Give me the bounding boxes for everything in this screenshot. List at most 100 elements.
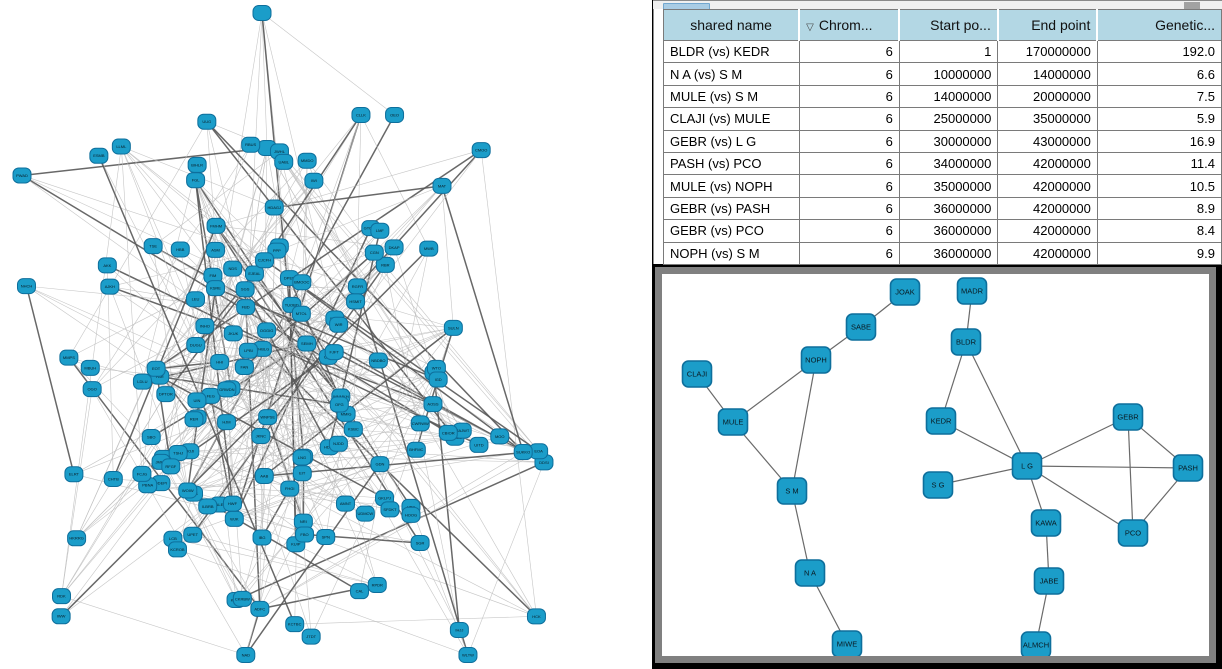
network-node-n-a[interactable]: N A [794, 559, 826, 587]
network-node-hairball-39[interactable]: RGFR [347, 278, 367, 295]
network-node-hairball-47[interactable]: BMOOC [292, 274, 312, 291]
network-node-hairball-90[interactable]: MBUH [80, 359, 100, 376]
network-node-hairball-141[interactable]: HDAGJ [264, 199, 284, 216]
network-node-hairball-133[interactable]: EOT [146, 360, 166, 377]
table-row[interactable]: N A (vs) S M 6 10000000 14000000 6.6 [663, 62, 1222, 86]
network-node-hairball-72[interactable]: IHJJ [449, 621, 469, 638]
network-node-hairball-121[interactable]: HBB [170, 241, 190, 258]
network-node-hairball-144[interactable]: CMOO [471, 142, 491, 159]
network-node-hairball-134[interactable]: INHO [195, 318, 215, 335]
network-node-kawa[interactable]: KAWA [1030, 509, 1062, 537]
network-node-hairball-76[interactable]: OGGIG [257, 322, 277, 339]
network-node-hairball-5[interactable]: FGL [186, 172, 206, 189]
network-node-hairball-111[interactable]: JKUK [223, 325, 243, 342]
network-node-hairball-0[interactable] [252, 5, 272, 21]
network-node-hairball-146[interactable]: ELRT [64, 466, 84, 483]
network-node-hairball-75[interactable]: DUGU [186, 337, 206, 354]
network-node-hairball-27[interactable]: WJK [224, 510, 244, 527]
network-node-hairball-100[interactable]: IGD [428, 371, 448, 388]
network-node-hairball-45[interactable]: LEU [186, 291, 206, 308]
network-node-noph[interactable]: NOPH [800, 346, 832, 374]
network-node-hairball-23[interactable]: KSBC [343, 421, 363, 438]
network-node-hairball-135[interactable]: HJM [217, 414, 237, 431]
network-node-hairball-21[interactable]: WNPSE [258, 409, 278, 426]
network-node-hairball-53[interactable]: EIT [292, 465, 312, 482]
network-node-hairball-55[interactable]: TSE [143, 238, 163, 255]
table-row[interactable]: GEBR (vs) PASH 6 36000000 42000000 8.9 [663, 196, 1222, 221]
table-row[interactable]: GEBR (vs) PCO 6 36000000 42000000 8.4 [663, 219, 1222, 243]
network-node-hairball-58[interactable]: NAD [236, 647, 256, 663]
network-node-hairball-126[interactable]: HHI [210, 353, 230, 370]
network-node-hairball-138[interactable]: LMF [370, 222, 390, 239]
network-node-hairball-132[interactable]: NJDD [328, 435, 348, 452]
network-node-mule[interactable]: MULE [717, 408, 749, 436]
table-row[interactable]: CLAJI (vs) MULE 6 25000000 35000000 5.9 [663, 107, 1222, 131]
network-node-hairball-7[interactable]: LLML [111, 138, 131, 155]
network-node-hairball-86[interactable]: UABL [274, 153, 294, 170]
network-node-hairball-92[interactable]: NHCH [16, 278, 36, 295]
network-node-hairball-30[interactable]: AJKH [100, 278, 120, 295]
network-node-hairball-77[interactable]: UITD [469, 436, 489, 453]
network-node-hairball-94[interactable]: WIR [329, 316, 349, 333]
network-node-madr[interactable]: MADR [956, 277, 988, 305]
network-node-hairball-78[interactable]: SPN [316, 528, 336, 545]
network-node-hairball-50[interactable]: JTDT [301, 628, 321, 645]
network-node-hairball-91[interactable]: PWAD [12, 167, 32, 184]
network-node-hairball-56[interactable]: JKNC [251, 428, 271, 445]
scrollbar-button[interactable] [1184, 2, 1200, 9]
network-node-hairball-71[interactable]: FHGI [280, 480, 300, 497]
network-node-hairball-79[interactable]: CLLK [351, 107, 371, 123]
network-node-hairball-66[interactable]: MAT [432, 177, 452, 194]
network-node-bldr[interactable]: BLDR [950, 328, 982, 356]
network-node-hairball-122[interactable]: HOOG [401, 506, 421, 523]
network-node-hairball-35[interactable]: UUG [197, 113, 217, 130]
column-header-start-po-[interactable]: Start po... [898, 9, 999, 41]
network-node-hairball-140[interactable]: KSRE [206, 280, 226, 297]
network-node-l-g[interactable]: L G [1011, 452, 1043, 480]
network-node-hairball-110[interactable]: OFG [329, 396, 349, 413]
network-node-hairball-85[interactable]: HKRRG [67, 530, 87, 547]
table-row[interactable]: MULE (vs) NOPH 6 35000000 42000000 10.5 [663, 174, 1222, 198]
comparison-network-canvas[interactable]: JOAK MADR SABE NOPH BLDR CLAJI MULE KEDR GEBR L G… [662, 274, 1209, 656]
network-node-hairball-103[interactable]: ILBRB [198, 498, 218, 515]
network-node-hairball-43[interactable]: SBO [141, 429, 161, 446]
network-node-hairball-62[interactable]: RPDR [367, 576, 387, 593]
network-node-joak[interactable]: JOAK [889, 278, 921, 306]
network-node-hairball-67[interactable]: LDLU [132, 373, 152, 390]
network-node-hairball-106[interactable]: UIN [187, 392, 207, 409]
network-node-hairball-105[interactable]: LNG [292, 449, 312, 466]
network-node-hairball-93[interactable]: CHTB [103, 471, 123, 488]
network-node-hairball-143[interactable]: FCJG [132, 465, 152, 482]
network-node-hairball-89[interactable]: IBG [252, 529, 272, 546]
network-node-hairball-123[interactable]: HWF [222, 495, 242, 512]
column-header-shared-name[interactable]: shared name [663, 9, 800, 41]
network-node-hairball-68[interactable]: RER [184, 411, 204, 428]
network-node-hairball-148[interactable]: CJCFH [255, 252, 275, 269]
network-node-hairball-147[interactable]: KCROB [167, 541, 187, 558]
table-row[interactable]: GEBR (vs) L G 6 30000000 43000000 16.9 [663, 129, 1222, 153]
overview-network-canvas[interactable]: LLLNNBEEJDPERFGLADFCLLMLMMPSWNMKHDKSHOJI… [0, 0, 652, 669]
filter-sort-icon[interactable]: ▽ [806, 22, 814, 33]
network-node-hairball-69[interactable]: SFDKT [380, 501, 400, 518]
network-node-hairball-33[interactable]: NBDBO [368, 352, 388, 369]
network-node-gebr[interactable]: GEBR [1112, 403, 1144, 431]
table-row[interactable]: BLDR (vs) KEDR 6 1 170000000 192.0 [663, 39, 1222, 64]
network-node-hairball-99[interactable]: WOIW [178, 482, 198, 499]
network-node-miwe[interactable]: MIWE [831, 630, 863, 656]
column-header-end-point[interactable]: End point [996, 9, 1098, 41]
network-node-hairball-139[interactable]: LPBI [238, 342, 258, 359]
network-node-hairball-65[interactable]: DKAP [384, 239, 404, 256]
network-node-sabe[interactable]: SABE [845, 313, 877, 341]
network-node-hairball-83[interactable]: HSMIT [346, 293, 366, 310]
network-node-hairball-108[interactable]: FBO [295, 526, 315, 543]
network-node-hairball-136[interactable]: ASM [206, 241, 226, 258]
network-node-hairball-59[interactable]: OGO [82, 381, 102, 398]
network-node-jabe[interactable]: JABE [1033, 567, 1065, 595]
network-node-hairball-46[interactable]: KCTBC [285, 616, 305, 633]
network-node-kedr[interactable]: KEDR [925, 407, 957, 435]
network-node-hairball-128[interactable]: ESMB [89, 147, 109, 164]
network-node-s-m[interactable]: S M [776, 477, 808, 505]
column-header-chrom-[interactable]: ▽ Chrom... [798, 9, 900, 41]
network-node-almch[interactable]: ALMCH [1020, 631, 1052, 656]
network-node-hairball-116[interactable]: TSHJ [168, 444, 188, 461]
